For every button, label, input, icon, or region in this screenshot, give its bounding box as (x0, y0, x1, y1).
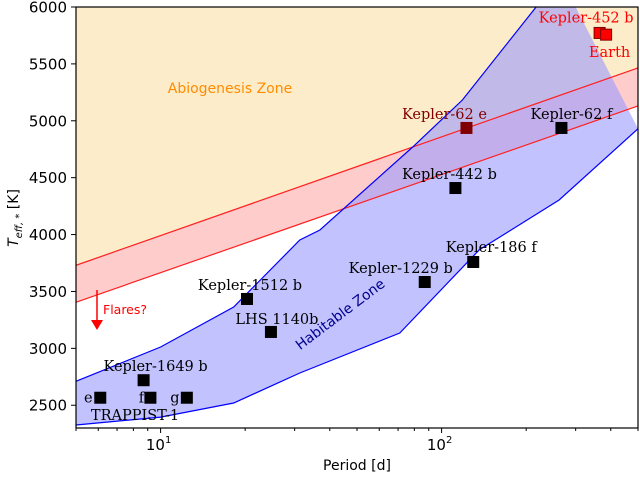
x-axis-label: Period [d] (323, 458, 391, 474)
y-tick-label: 6000 (29, 0, 67, 17)
x-tick-label: 102 (427, 435, 452, 454)
y-tick-label: 2500 (29, 397, 67, 415)
trappist-1-label: TRAPPIST-1 (91, 408, 179, 424)
x-tick-label: 101 (146, 435, 171, 454)
y-tick-label: 5000 (29, 112, 67, 130)
data-point-kepler-62-f (555, 121, 568, 134)
habitable-zone-outer-edge (76, 128, 638, 426)
y-tick-label: 5500 (29, 55, 67, 73)
point-label: Kepler-62 e (402, 107, 487, 123)
point-label: Kepler-62 f (531, 107, 614, 123)
y-tick-label: 3500 (29, 283, 67, 301)
data-point-kepler-186-f (467, 255, 480, 268)
point-label: Kepler-452 b (539, 11, 634, 27)
y-axis-label: Teff, * [K] (6, 189, 25, 247)
point-label: f (139, 391, 146, 407)
flares-arrowhead-icon (91, 320, 103, 330)
flares-annotation: Flares? (91, 290, 147, 330)
point-label: Kepler-1229 b (349, 261, 453, 277)
data-point-kepler-1512-b (240, 292, 253, 305)
y-tick-label: 4500 (29, 169, 67, 187)
abiogenesis-upper-line (76, 67, 638, 266)
abiogenesis-lower-line (76, 105, 638, 303)
data-point-e (94, 391, 107, 404)
data-point-kepler-1649-b (137, 374, 150, 387)
point-label: g (170, 391, 179, 407)
point-label: Earth (589, 45, 630, 61)
y-tick-label: 3000 (29, 340, 67, 358)
point-label: e (84, 391, 93, 407)
data-point-kepler-442-b (449, 182, 462, 195)
plot-area (76, 7, 638, 426)
point-label: Kepler-1649 b (104, 359, 208, 375)
y-tick-label: 4000 (29, 226, 67, 244)
point-label: Kepler-186 f (446, 240, 539, 256)
data-point-g (180, 391, 193, 404)
data-point-kepler-62-e (460, 121, 473, 134)
point-label: Kepler-1512 b (198, 278, 302, 294)
data-point-f (144, 391, 157, 404)
habitable-zone-fill (76, 7, 638, 425)
abiogenesis-zone-label: Abiogenesis Zone (168, 81, 292, 97)
data-point-lhs-1140b (264, 325, 277, 338)
point-label: Kepler-442 b (402, 167, 497, 183)
flares-label: Flares? (103, 302, 147, 317)
data-point-kepler-452-b (600, 28, 613, 41)
point-label: LHS 1140b (235, 312, 318, 328)
data-point-kepler-1229-b (418, 276, 431, 289)
habitable-zone-inner-edge (76, 7, 537, 382)
